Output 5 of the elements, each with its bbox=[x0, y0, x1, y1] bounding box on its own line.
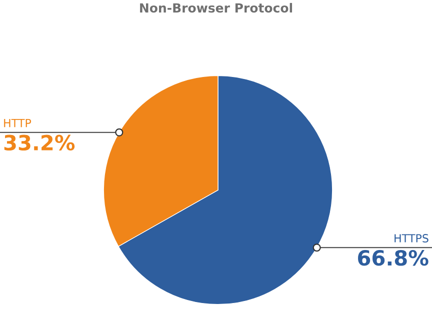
data-label: 33.2% bbox=[4, 134, 75, 151]
slice-label: HTTPS bbox=[394, 234, 428, 242]
data-label: 66.8% bbox=[358, 250, 428, 266]
chart-title: Non-Browser Protocol bbox=[140, 2, 292, 13]
slice-label: HTTP bbox=[4, 118, 32, 128]
